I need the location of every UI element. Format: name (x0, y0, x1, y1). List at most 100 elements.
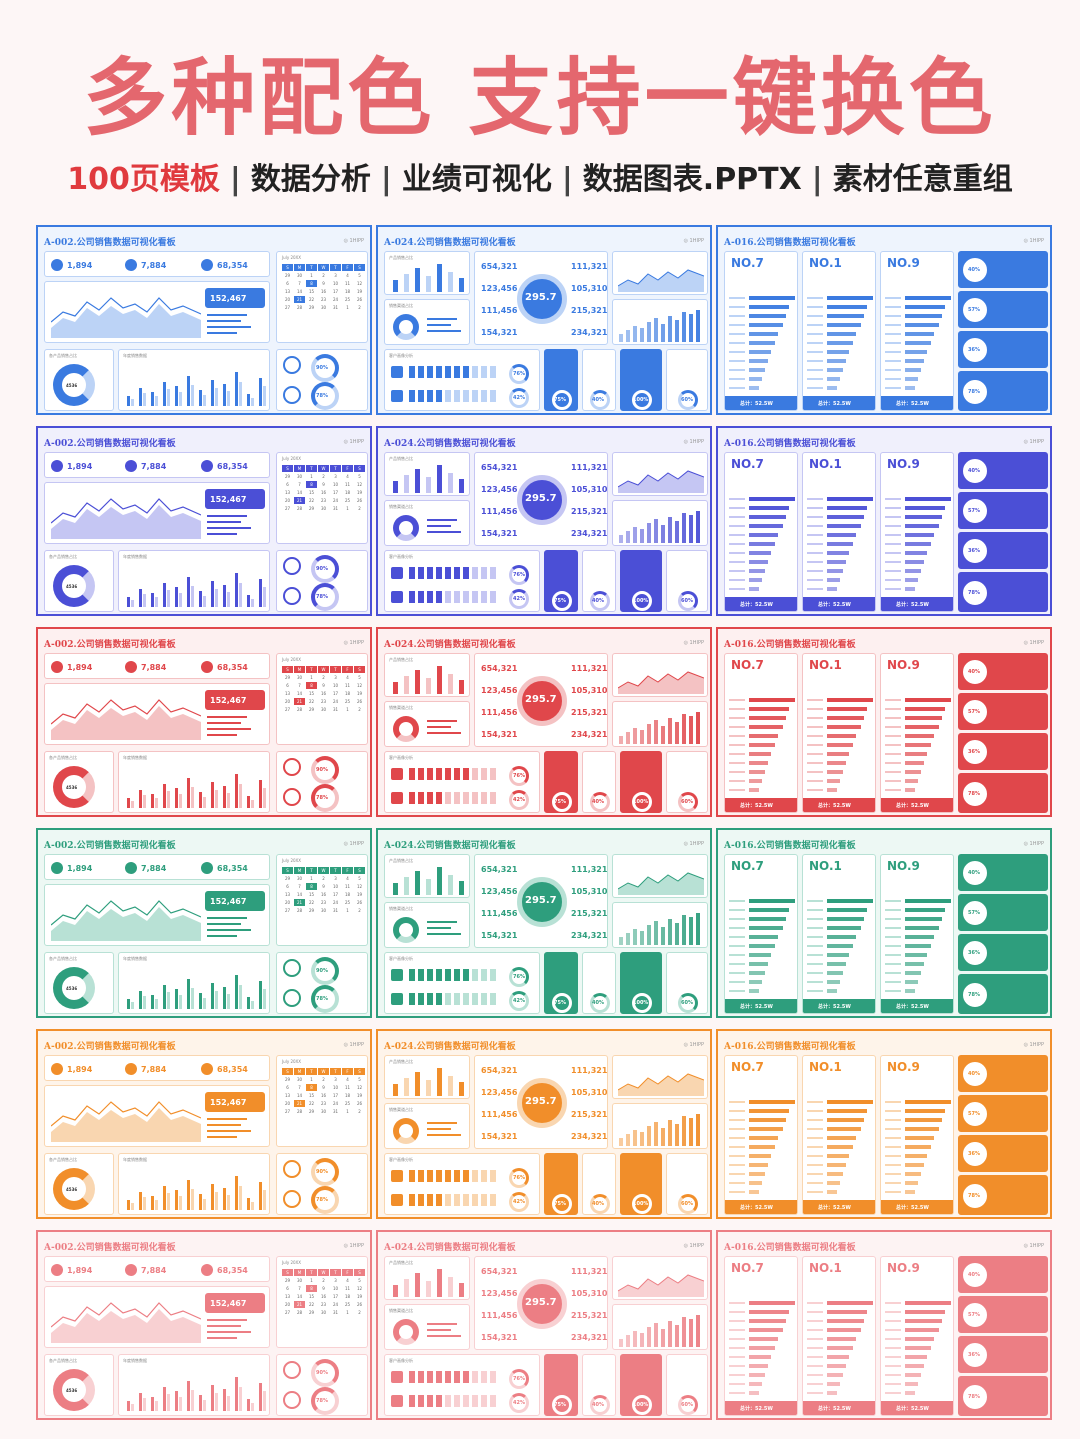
calendar-day[interactable]: 30 (320, 707, 327, 712)
calendar-day[interactable]: T (306, 1269, 317, 1276)
calendar-day[interactable]: 25 (344, 900, 351, 905)
calendar-day[interactable]: 25 (344, 699, 351, 704)
calendar-day[interactable]: 18 (344, 1093, 351, 1098)
calendar-day[interactable]: F (342, 1269, 353, 1276)
calendar-day[interactable]: 6 (286, 683, 289, 688)
calendar-day[interactable]: 15 (308, 289, 315, 294)
calendar-day[interactable]: 4 (346, 675, 349, 680)
calendar-day[interactable]: 1 (346, 1310, 349, 1315)
calendar-day[interactable]: T (330, 264, 341, 271)
calendar-day[interactable]: 21 (294, 1100, 305, 1107)
calendar-day[interactable]: 12 (356, 1286, 363, 1291)
calendar-day[interactable]: 13 (284, 490, 291, 495)
calendar-day[interactable]: S (354, 264, 365, 271)
calendar-day[interactable]: 12 (356, 884, 363, 889)
thumb-a002[interactable]: A-002.公司销售数据可视化看板 ◎ 1HIPP 1,894 7,884 68… (36, 828, 372, 1018)
calendar-day[interactable]: 28 (296, 305, 303, 310)
calendar-day[interactable]: 1 (310, 675, 313, 680)
calendar-day[interactable]: 1 (310, 273, 313, 278)
calendar-day[interactable]: F (342, 867, 353, 874)
calendar-day[interactable]: 28 (296, 1109, 303, 1114)
calendar-day[interactable]: 22 (308, 1101, 315, 1106)
calendar-day[interactable]: 18 (344, 490, 351, 495)
calendar-day[interactable]: 11 (344, 1286, 351, 1291)
calendar-day[interactable]: 12 (356, 683, 363, 688)
calendar-day[interactable]: 6 (286, 482, 289, 487)
calendar-day[interactable]: 24 (332, 1302, 339, 1307)
calendar-day[interactable]: 23 (320, 1101, 327, 1106)
thumb-a024[interactable]: A-024.公司销售数据可视化看板 ◎ 1HIPP 产品销售占比 销售渠道占比 … (376, 1029, 712, 1219)
calendar-day[interactable]: 14 (296, 1294, 303, 1299)
calendar-day[interactable]: 24 (332, 900, 339, 905)
calendar-day[interactable]: 27 (284, 908, 291, 913)
calendar-day[interactable]: 4 (346, 876, 349, 881)
calendar-day[interactable]: 6 (286, 1085, 289, 1090)
calendar-day[interactable]: 2 (322, 1077, 325, 1082)
calendar-day[interactable]: 30 (320, 305, 327, 310)
calendar-day[interactable]: 3 (334, 1077, 337, 1082)
calendar-day[interactable]: 19 (356, 289, 363, 294)
calendar-day[interactable]: 31 (332, 1310, 339, 1315)
calendar-day[interactable]: 1 (346, 707, 349, 712)
thumb-a002[interactable]: A-002.公司销售数据可视化看板 ◎ 1HIPP 1,894 7,884 68… (36, 225, 372, 415)
calendar-day[interactable]: 14 (296, 1093, 303, 1098)
calendar-day[interactable]: 8 (306, 682, 317, 689)
thumb-a016[interactable]: A-016.公司销售数据可视化看板 ◎ 1HIPP NO.7 总计：52.5W … (716, 1230, 1052, 1420)
thumb-a024[interactable]: A-024.公司销售数据可视化看板 ◎ 1HIPP 产品销售占比 销售渠道占比 … (376, 426, 712, 616)
calendar-day[interactable]: T (306, 666, 317, 673)
calendar-day[interactable]: 22 (308, 297, 315, 302)
calendar-day[interactable]: S (282, 1068, 293, 1075)
calendar-day[interactable]: 19 (356, 892, 363, 897)
calendar-day[interactable]: 7 (298, 1085, 301, 1090)
calendar-day[interactable]: 27 (284, 1310, 291, 1315)
calendar-day[interactable]: 18 (344, 1294, 351, 1299)
calendar-day[interactable]: 9 (322, 1085, 325, 1090)
calendar-day[interactable]: 20 (284, 900, 291, 905)
calendar-day[interactable]: 11 (344, 281, 351, 286)
calendar-day[interactable]: 3 (334, 876, 337, 881)
calendar-day[interactable]: 22 (308, 1302, 315, 1307)
calendar-day[interactable]: 28 (296, 707, 303, 712)
calendar-day[interactable]: W (318, 666, 329, 673)
calendar-day[interactable]: 3 (334, 474, 337, 479)
thumb-a024[interactable]: A-024.公司销售数据可视化看板 ◎ 1HIPP 产品销售占比 销售渠道占比 … (376, 225, 712, 415)
calendar-day[interactable]: 5 (358, 474, 361, 479)
calendar-day[interactable]: 30 (296, 1077, 303, 1082)
calendar-day[interactable]: S (354, 1068, 365, 1075)
calendar-day[interactable]: 7 (298, 281, 301, 286)
calendar-day[interactable]: 8 (306, 280, 317, 287)
calendar-day[interactable]: 1 (310, 1278, 313, 1283)
calendar-day[interactable]: 2 (322, 474, 325, 479)
calendar-day[interactable]: S (282, 666, 293, 673)
calendar-day[interactable]: S (354, 1269, 365, 1276)
calendar-day[interactable]: T (306, 867, 317, 874)
calendar-day[interactable]: T (330, 1269, 341, 1276)
thumb-a002[interactable]: A-002.公司销售数据可视化看板 ◎ 1HIPP 1,894 7,884 68… (36, 426, 372, 616)
calendar-day[interactable]: 16 (320, 691, 327, 696)
calendar-day[interactable]: 30 (296, 273, 303, 278)
calendar-day[interactable]: T (330, 867, 341, 874)
calendar-day[interactable]: 15 (308, 691, 315, 696)
calendar-day[interactable]: 29 (308, 908, 315, 913)
calendar-day[interactable]: 9 (322, 683, 325, 688)
calendar-day[interactable]: 28 (296, 506, 303, 511)
calendar-day[interactable]: 26 (356, 498, 363, 503)
calendar-day[interactable]: 29 (308, 1109, 315, 1114)
calendar-day[interactable]: 23 (320, 900, 327, 905)
calendar-day[interactable]: 28 (296, 908, 303, 913)
calendar-day[interactable]: 26 (356, 297, 363, 302)
calendar-day[interactable]: 19 (356, 490, 363, 495)
calendar-day[interactable]: 4 (346, 1278, 349, 1283)
calendar-day[interactable]: 24 (332, 498, 339, 503)
calendar-day[interactable]: 10 (332, 281, 339, 286)
calendar-day[interactable]: T (330, 1068, 341, 1075)
calendar-day[interactable]: 30 (296, 474, 303, 479)
calendar-day[interactable]: 25 (344, 1302, 351, 1307)
calendar-day[interactable]: 21 (294, 1301, 305, 1308)
calendar-day[interactable]: 29 (284, 273, 291, 278)
calendar-day[interactable]: M (294, 666, 305, 673)
calendar-day[interactable]: 2 (358, 1310, 361, 1315)
calendar-day[interactable]: 13 (284, 1294, 291, 1299)
calendar-day[interactable]: 26 (356, 1302, 363, 1307)
calendar-day[interactable]: 5 (358, 1077, 361, 1082)
